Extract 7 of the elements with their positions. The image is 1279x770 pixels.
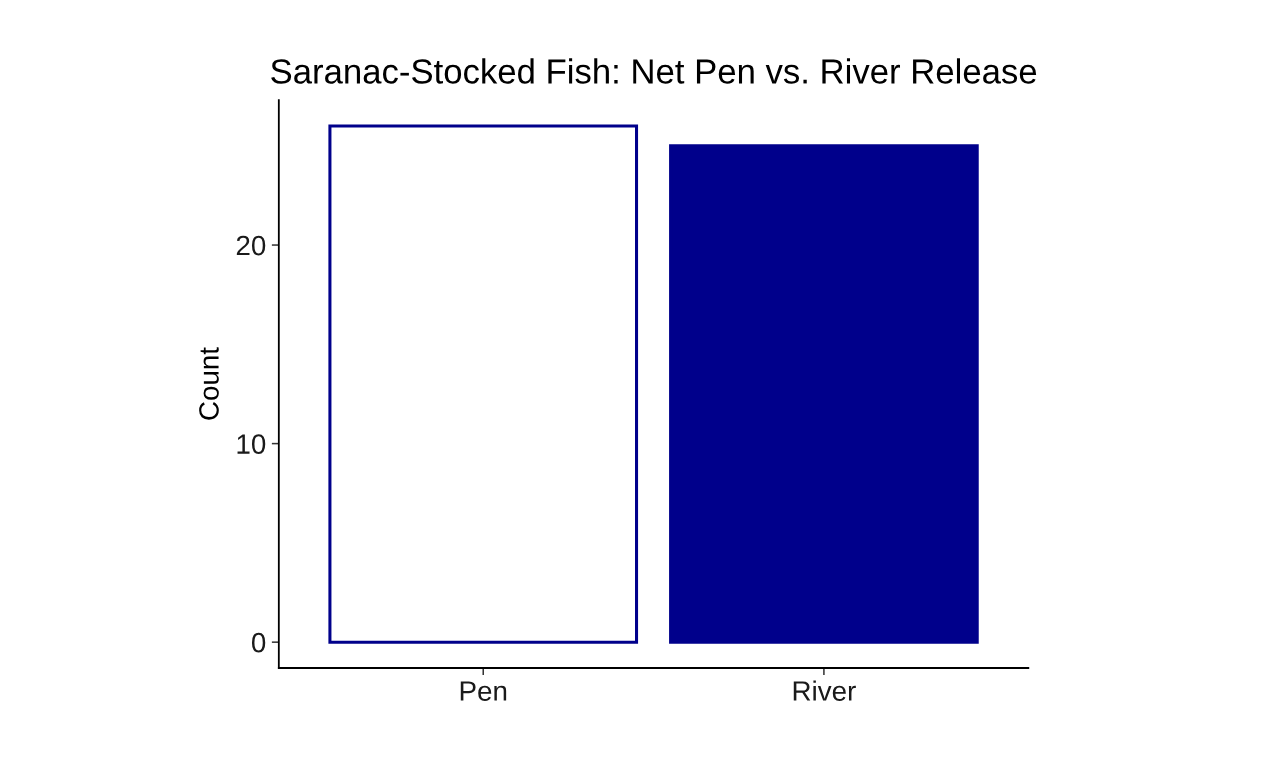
x-tick-label: River [793, 680, 856, 701]
y-tick-label: 0 [251, 632, 266, 653]
chart-title: Saranac-Stocked Fish: Net Pen vs. River Release [271, 58, 1037, 84]
y-axis-title: Count [199, 347, 219, 420]
y-tick-label: 10 [237, 434, 266, 454]
x-tick-label: Pen [460, 681, 507, 701]
y-tick-label: 20 [236, 235, 266, 256]
